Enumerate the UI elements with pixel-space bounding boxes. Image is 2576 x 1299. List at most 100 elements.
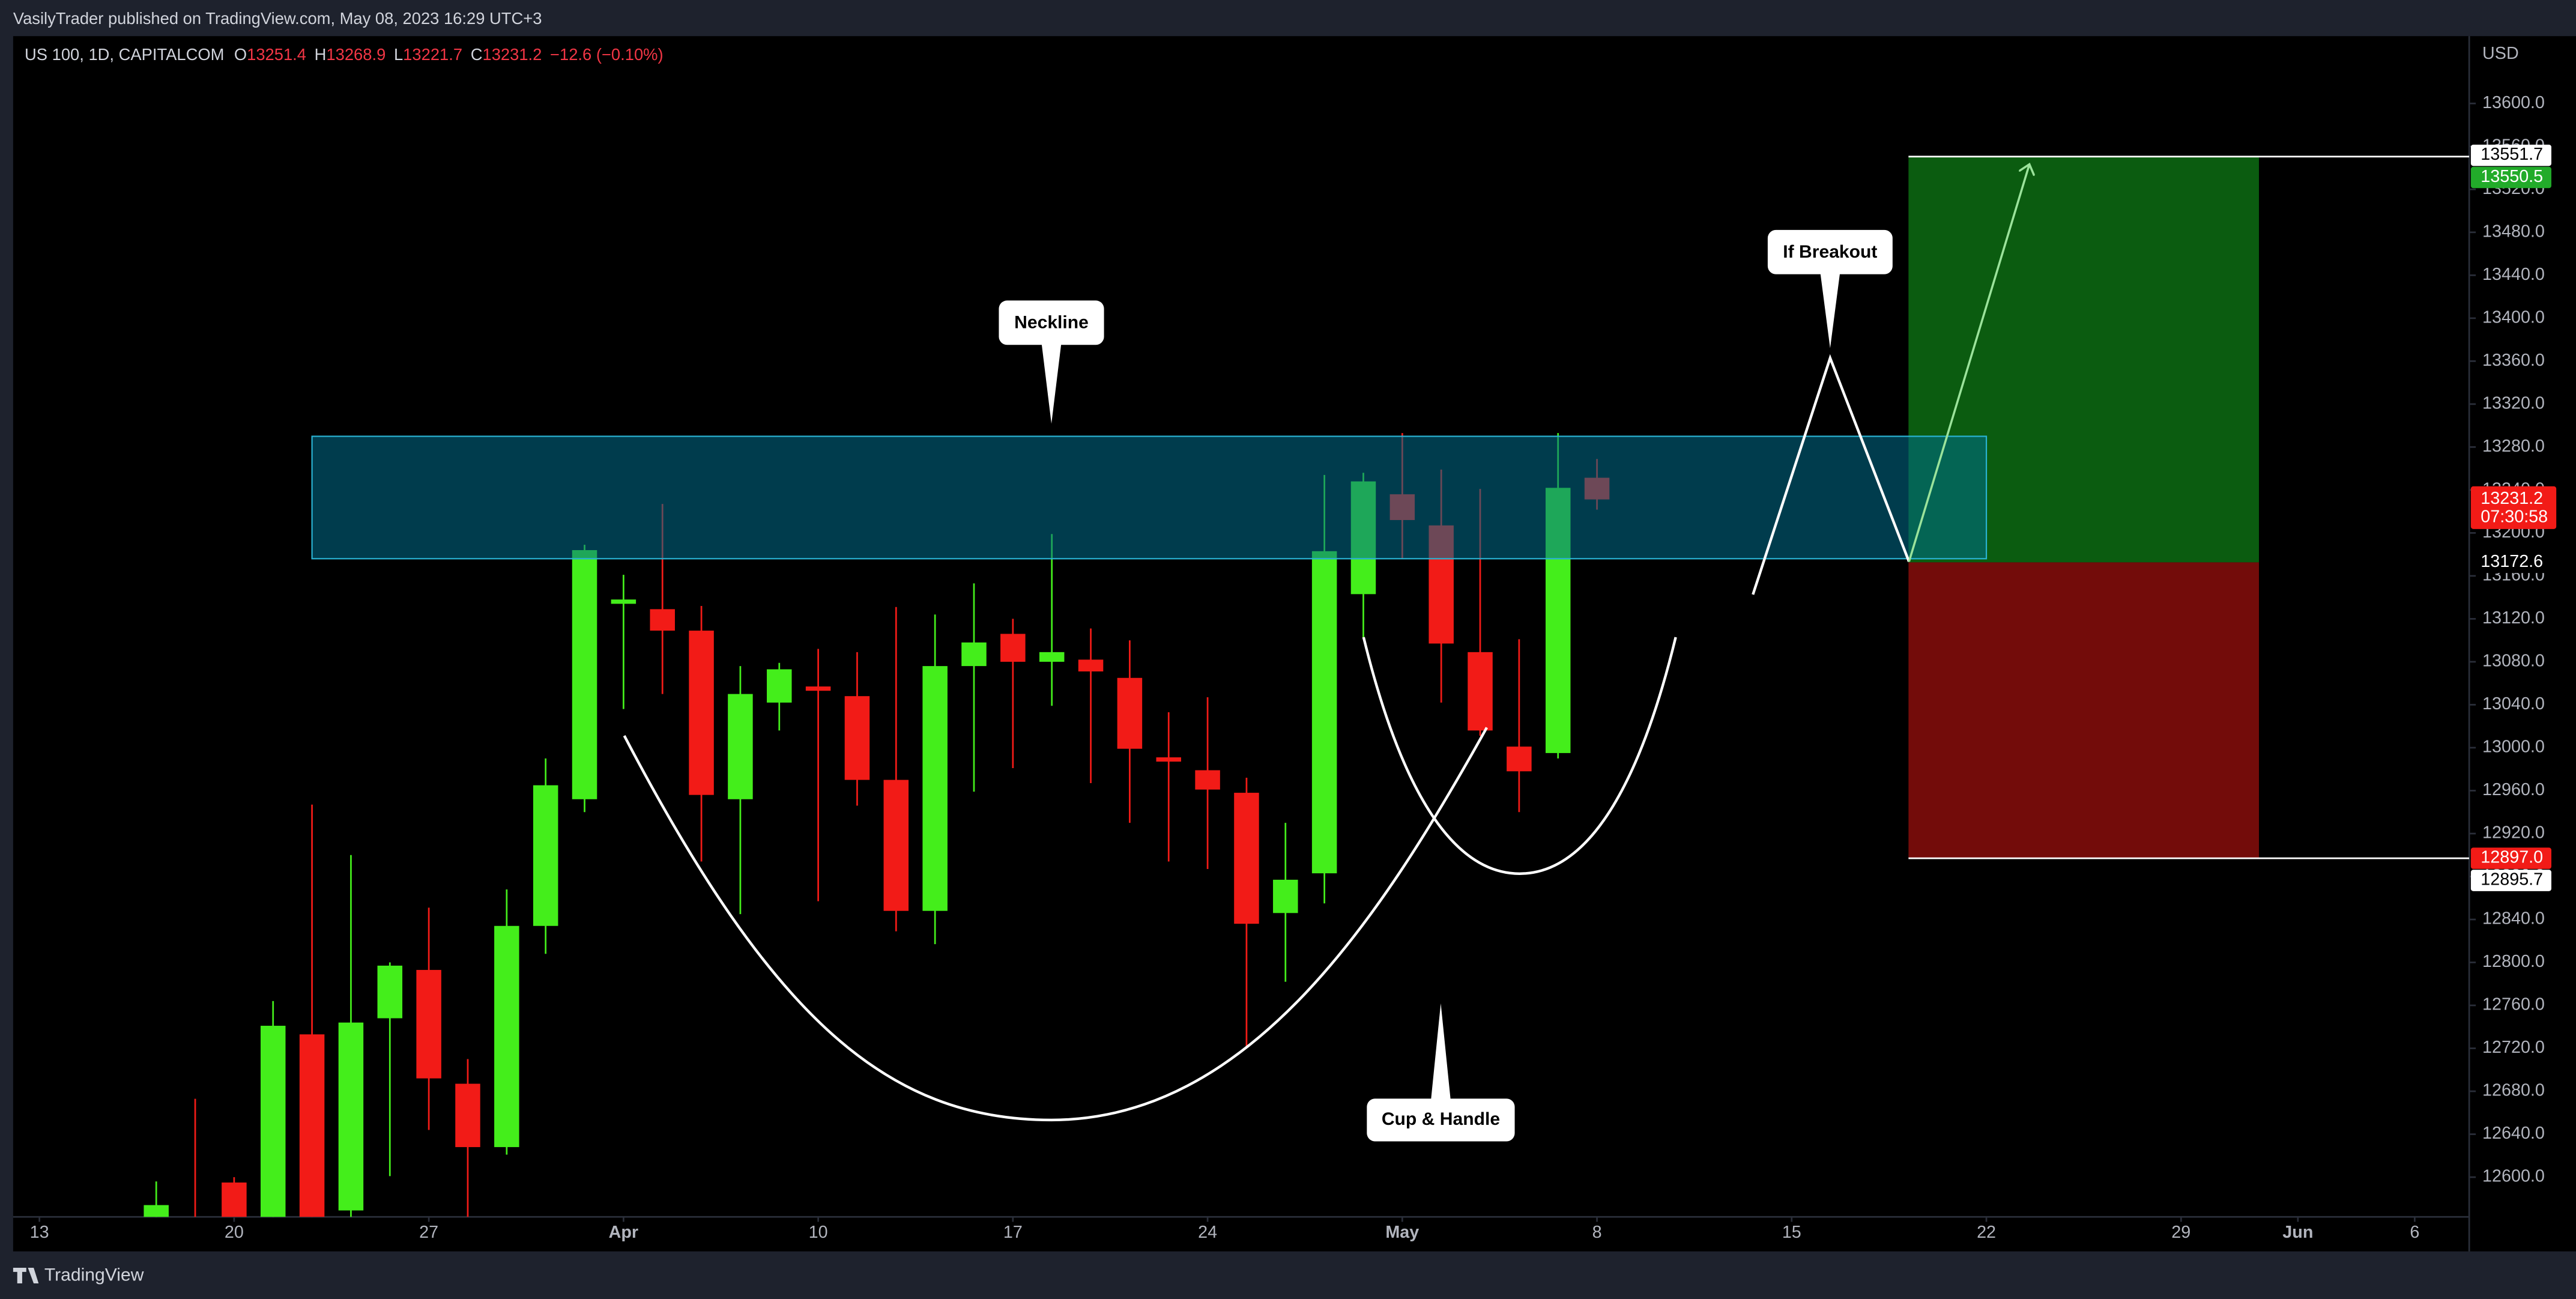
candle-body [883,780,909,911]
x-tick-label: Jun [2282,1223,2313,1242]
y-tick-label: 12760.0 [2482,995,2545,1014]
callout-pointer [1820,272,1840,348]
candle-body [1234,793,1259,924]
price-badge [2470,166,2551,189]
y-tick-label: 13440.0 [2482,265,2545,284]
candle-body [572,550,597,799]
x-tick-label: 24 [1198,1223,1217,1242]
callout-text: Cup & Handle [1382,1109,1500,1129]
ohlc-value: 13231.2 [482,45,542,64]
y-tick-label: 13120.0 [2482,608,2545,628]
x-tick-label: 8 [1592,1223,1602,1242]
callout-pointer [1041,343,1062,424]
candle-body [494,925,519,1148]
candle-body [1273,879,1298,913]
last-price: 13231.2 [2481,489,2543,508]
price-badge-label: 13550.5 [2481,167,2543,186]
y-tick-label: 12720.0 [2482,1038,2545,1057]
candle-body [728,694,753,799]
countdown: 07:30:58 [2481,507,2548,526]
y-tick-label: 13360.0 [2482,351,2545,370]
price-badge [2470,870,2551,891]
candle-body [1039,652,1065,662]
loss-zone [1908,562,2259,859]
x-tick-label: 22 [1977,1223,1996,1242]
callout [1767,229,1893,274]
axes: 12600.0 12640.0 12680.0 12720.0 12760.0 12800… [30,93,2557,1242]
x-tick-label: 15 [1782,1223,1801,1242]
x-tick-label: 27 [419,1223,438,1242]
symbol: US 100, 1D, CAPITALCOM [25,45,224,64]
price-badge [2470,144,2551,166]
candle-body [299,1034,325,1217]
y-tick-label: 12840.0 [2482,909,2545,928]
price-badge-label: 12895.7 [2481,870,2543,889]
candle-body [416,970,441,1079]
brand: TradingView [44,1265,144,1285]
y-tick-label: 12800.0 [2482,952,2545,971]
x-tick-label: 13 [30,1223,49,1242]
price-badge-label: 13172.6 [2481,552,2543,571]
y-tick-label: 13080.0 [2482,652,2545,671]
candle-body [961,642,987,667]
callout-text: If Breakout [1783,242,1877,262]
y-tick-label: 12640.0 [2482,1124,2545,1143]
candle-body [1000,634,1026,662]
callout [999,300,1104,345]
y-tick-label: 13600.0 [2482,93,2545,112]
callout-text: Neckline [1014,313,1089,333]
candle-body [338,1022,364,1211]
y-tick-label: 13320.0 [2482,393,2545,413]
candle-body [922,666,948,911]
ohlc-letter: O [234,45,247,64]
candle-body [1195,770,1220,790]
x-tick-label: Apr [609,1223,638,1242]
price-badge [2470,551,2551,574]
breakout-path [1752,354,1911,595]
y-tick-label: 12960.0 [2482,780,2545,799]
price-badge-label: 12897.0 [2481,848,2543,867]
publish-header: VasilyTrader published on TradingView.co… [13,9,542,28]
price-badge-label: 13551.7 [2481,145,2543,164]
ohlc-letter: C [471,45,483,64]
candle-body [377,965,403,1019]
ohlc-value: 13221.7 [403,45,462,64]
change: −12.6 (−0.10%) [550,45,664,64]
y-tick-label: 13000.0 [2482,737,2545,757]
neckline-zone [311,435,1988,560]
candle-body [1507,746,1532,772]
x-tick-label: 17 [1003,1223,1023,1242]
candle-body [611,599,636,604]
handle-curve [1362,637,1677,875]
x-tick-label: 6 [2410,1223,2419,1242]
y-tick-label: 13400.0 [2482,307,2545,327]
candle-body [260,1026,286,1217]
plot [144,156,2470,1217]
candle-body [689,631,714,795]
y-tick-label: 13480.0 [2482,222,2545,241]
y-tick-label: 13280.0 [2482,437,2545,456]
x-tick-label: May [1385,1223,1419,1242]
callout-pointer [1431,1003,1451,1101]
candle-body [144,1205,169,1217]
x-tick-label: 29 [2171,1223,2191,1242]
y-tick-label: 13040.0 [2482,694,2545,713]
x-tick-label: 10 [809,1223,828,1242]
x-tick-label: 20 [225,1223,244,1242]
candle-body [650,609,675,631]
candle-body [767,669,792,703]
ohlc-letter: L [394,45,403,64]
candle-body [1468,652,1493,731]
candle-body [1117,677,1143,749]
y-tick-label: 12600.0 [2482,1167,2545,1186]
cup-curve [623,727,1488,1122]
drawings: Neckline If Breakout Cup & Handle [623,166,2029,1142]
candle-body [533,785,558,926]
y-tick-label: 12920.0 [2482,823,2545,843]
price-badge [2470,847,2551,869]
candle-body [1078,659,1104,672]
ohlc-letter: H [315,45,327,64]
candle-body [455,1083,480,1148]
